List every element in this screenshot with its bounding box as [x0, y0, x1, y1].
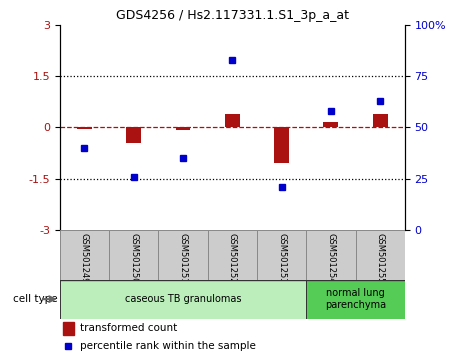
Bar [306, 280, 404, 319]
Text: percentile rank within the sample: percentile rank within the sample [80, 341, 256, 351]
Bar [158, 230, 207, 280]
Bar [306, 230, 355, 280]
Bar [60, 280, 306, 319]
Text: GSM501252: GSM501252 [227, 233, 236, 283]
Title: GDS4256 / Hs2.117331.1.S1_3p_a_at: GDS4256 / Hs2.117331.1.S1_3p_a_at [116, 9, 348, 22]
Text: caseous TB granulomas: caseous TB granulomas [124, 294, 241, 304]
Bar [60, 230, 109, 280]
Text: transformed count: transformed count [80, 323, 177, 333]
Text: GSM501250: GSM501250 [129, 233, 138, 283]
Bar [207, 230, 257, 280]
Text: GSM501255: GSM501255 [375, 233, 384, 283]
Text: cell type: cell type [13, 294, 57, 304]
Bar [63, 322, 73, 335]
Text: GSM501249: GSM501249 [80, 233, 89, 283]
Text: normal lung
parenchyma: normal lung parenchyma [324, 288, 385, 310]
Text: GSM501251: GSM501251 [178, 233, 187, 283]
Bar [323, 122, 337, 127]
Bar [372, 114, 386, 127]
Bar [274, 127, 288, 163]
Bar [257, 230, 306, 280]
Bar [355, 230, 404, 280]
Text: GSM501253: GSM501253 [276, 233, 285, 283]
Bar [224, 114, 239, 127]
Bar [126, 127, 141, 143]
Bar [109, 230, 158, 280]
Bar [77, 127, 92, 129]
Text: GSM501254: GSM501254 [326, 233, 335, 283]
Bar [175, 127, 190, 130]
